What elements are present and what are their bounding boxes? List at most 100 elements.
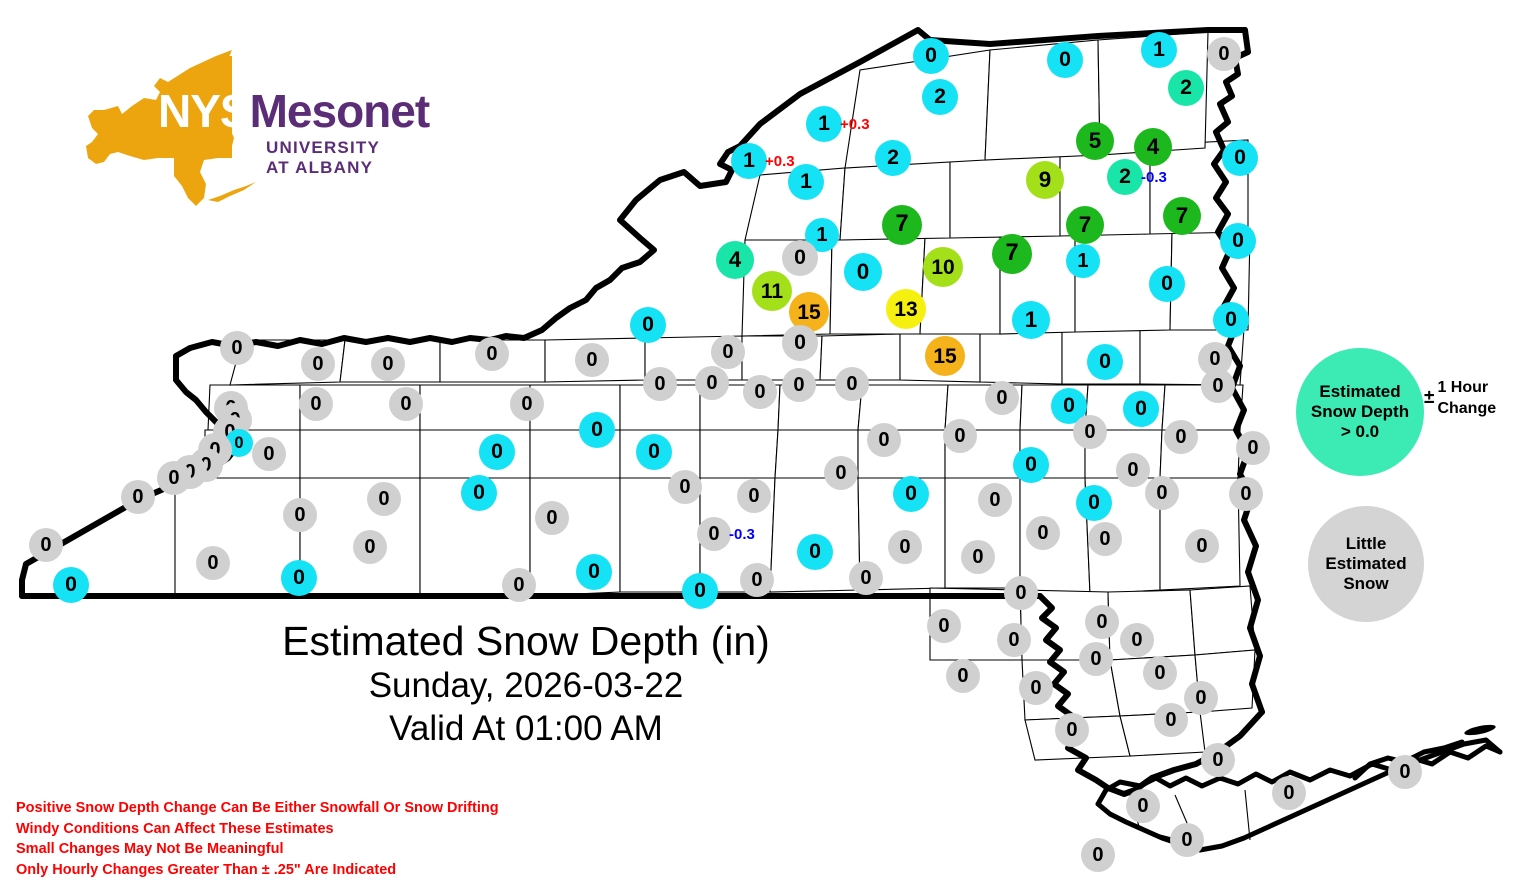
station-marker[interactable]: 15 [789,292,829,332]
station-marker[interactable]: 0 [835,367,869,401]
station-marker[interactable]: 0 [630,307,666,343]
station-marker[interactable]: 0 [196,546,230,580]
station-marker[interactable]: 0 [961,540,995,574]
station-marker[interactable]: 0 [844,253,882,291]
station-marker[interactable]: 1 [1141,32,1177,68]
station-marker[interactable]: 0 [29,528,63,562]
station-marker[interactable]: 2 [875,140,911,176]
station-marker[interactable]: 0 [475,337,509,371]
station-marker[interactable]: 0 [1026,516,1060,550]
station-marker[interactable]: 0 [737,479,771,513]
station-marker[interactable]: 0 [997,623,1031,657]
station-marker[interactable]: 0 [1143,656,1177,690]
station-marker[interactable]: 0 [740,563,774,597]
station-marker[interactable]: 0 [1213,302,1249,338]
station-marker[interactable]: 10 [923,247,963,287]
station-marker[interactable]: 0 [743,375,777,409]
station-marker[interactable]: 0 [367,482,401,516]
station-marker[interactable]: 0 [668,470,702,504]
station-marker[interactable]: 0 [1272,776,1306,810]
station-marker[interactable]: 0 [1184,681,1218,715]
station-marker[interactable]: 0 [1126,789,1160,823]
station-marker[interactable]: 0 [1201,743,1235,777]
station-marker[interactable]: 0 [782,368,816,402]
station-marker[interactable]: 0 [371,347,405,381]
station-marker[interactable]: 0 [1229,477,1263,511]
station-marker[interactable]: 0 [1079,642,1113,676]
station-marker[interactable]: 0 [636,434,672,470]
station-marker[interactable]: 0 [252,437,286,471]
station-marker[interactable]: 0 [943,419,977,453]
station-marker[interactable]: 0 [643,367,677,401]
station-marker[interactable]: 0 [978,483,1012,517]
station-marker[interactable]: 11 [752,271,792,311]
station-marker[interactable]: 0 [579,412,615,448]
station-marker[interactable]: 0 [157,461,191,495]
station-marker[interactable]: 0 [1164,420,1198,454]
station-marker[interactable]: 0 [575,343,609,377]
station-marker[interactable]: 0 [782,240,818,276]
station-marker[interactable]: 0 [849,561,883,595]
station-marker[interactable]: 0 [1120,623,1154,657]
station-marker[interactable]: 0 [782,325,818,361]
station-marker[interactable]: 0 [1207,37,1241,71]
station-marker[interactable]: 0 [1019,671,1053,705]
station-marker[interactable]: 4 [716,241,754,279]
station-marker[interactable]: 0 [1088,522,1122,556]
station-marker[interactable]: 0 [1123,391,1159,427]
station-marker[interactable]: 0 [1145,476,1179,510]
station-marker[interactable]: 0 [299,387,333,421]
station-marker[interactable]: 0 [1388,755,1422,789]
station-marker[interactable]: 1 [731,143,767,179]
station-marker[interactable]: 0 [1222,140,1258,176]
station-marker[interactable]: 0 [389,387,423,421]
station-marker[interactable]: 1 [1066,244,1100,278]
station-marker[interactable]: 1 [788,164,824,200]
station-marker[interactable]: 2 [1168,70,1204,106]
station-marker[interactable]: 0 [711,335,745,369]
station-marker[interactable]: 0 [1185,529,1219,563]
station-marker[interactable]: 0 [283,498,317,532]
station-marker[interactable]: 0 [1087,344,1123,380]
station-marker[interactable]: 0 [281,560,317,596]
station-marker[interactable]: 0 [576,554,612,590]
station-marker[interactable]: 0 [53,567,89,603]
station-marker[interactable]: 0 [985,381,1019,415]
station-marker[interactable]: 0 [1055,713,1089,747]
station-marker[interactable]: 0 [1073,415,1107,449]
station-marker[interactable]: 13 [886,289,926,329]
station-marker[interactable]: 0 [797,534,833,570]
station-marker[interactable]: 0 [1085,605,1119,639]
station-marker[interactable]: 0 [301,347,335,381]
station-marker[interactable]: 15 [925,336,965,376]
station-marker[interactable]: 0 [1236,431,1270,465]
station-marker[interactable]: 7 [1066,206,1104,244]
station-marker[interactable]: 7 [1163,197,1201,235]
station-marker[interactable]: 7 [882,205,922,245]
station-marker[interactable]: 0 [697,517,731,551]
station-marker[interactable]: 0 [1170,823,1204,857]
station-marker[interactable]: 0 [1149,266,1185,302]
station-marker[interactable]: 0 [535,501,569,535]
station-marker[interactable]: 0 [927,609,961,643]
station-marker[interactable]: 0 [1201,369,1235,403]
station-marker[interactable]: 0 [1013,447,1049,483]
station-marker[interactable]: 0 [695,366,729,400]
station-marker[interactable]: 0 [1004,576,1038,610]
station-marker[interactable]: 0 [893,476,929,512]
station-marker[interactable]: 0 [867,423,901,457]
station-marker[interactable]: 0 [502,568,536,602]
station-marker[interactable]: 5 [1076,122,1114,160]
station-marker[interactable]: 4 [1134,128,1172,166]
station-marker[interactable]: 0 [1154,703,1188,737]
station-marker[interactable]: 1 [1012,301,1050,339]
station-marker[interactable]: 0 [824,456,858,490]
station-marker[interactable]: 0 [121,480,155,514]
station-marker[interactable]: 0 [888,530,922,564]
station-marker[interactable]: 0 [1076,485,1112,521]
station-marker[interactable]: 7 [992,234,1032,274]
station-marker[interactable]: 0 [1047,42,1083,78]
station-marker[interactable]: 0 [353,530,387,564]
station-marker[interactable]: 0 [913,38,949,74]
station-marker[interactable]: 0 [479,434,515,470]
